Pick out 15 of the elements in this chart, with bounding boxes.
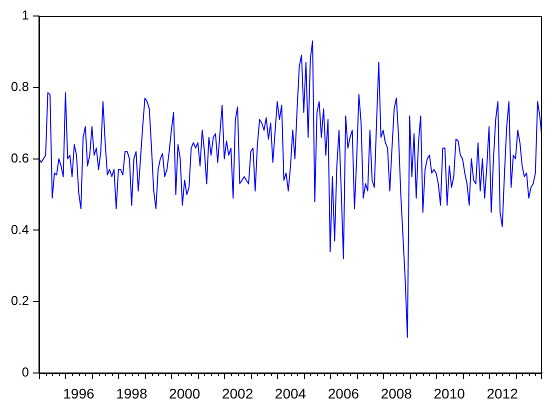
x-tick-label: 1996 (63, 385, 94, 402)
x-tick-label: 2010 (434, 385, 466, 402)
y-tick-label: 0.8 (10, 78, 29, 94)
y-tick-label: 1 (22, 8, 29, 23)
y-tick-label: 0 (22, 364, 29, 380)
x-tick-label: 2006 (328, 385, 360, 402)
x-tick-label: 2004 (274, 385, 306, 402)
x-tick-label: 1998 (116, 385, 148, 402)
y-tick-label: 0.2 (10, 293, 29, 308)
x-tick-label: 2000 (169, 385, 200, 402)
y-tick-label: 0.4 (10, 222, 29, 237)
x-tick-label: 2002 (222, 385, 254, 402)
y-tick-label: 0.6 (10, 150, 29, 166)
x-tick-label: 2008 (380, 385, 412, 402)
x-tick-label: 2012 (486, 385, 518, 402)
